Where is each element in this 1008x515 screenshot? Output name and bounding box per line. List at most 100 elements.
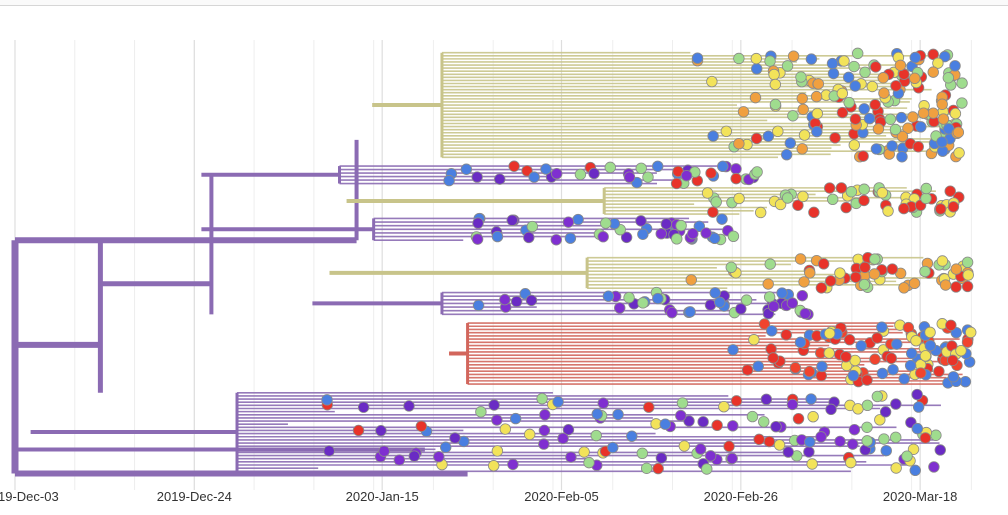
tip-node — [945, 319, 957, 331]
tip-node — [794, 336, 807, 349]
tip-node — [604, 161, 616, 174]
tip-node — [772, 125, 784, 138]
tip-node — [942, 72, 955, 84]
tip-node — [749, 91, 762, 104]
tip-node — [850, 271, 862, 283]
tip-node — [909, 51, 921, 64]
tip-node — [748, 334, 760, 346]
tip-node — [836, 87, 849, 100]
tip-node — [475, 406, 487, 418]
tip-node — [623, 171, 636, 183]
tip-node — [866, 80, 878, 93]
tip-node — [727, 420, 739, 432]
tip-node — [876, 367, 889, 380]
tip-node — [786, 297, 799, 309]
tip-node — [812, 78, 825, 90]
tip-node — [751, 63, 763, 75]
tip-node — [725, 261, 737, 273]
tip-node — [491, 230, 504, 243]
tip-node — [920, 182, 932, 195]
tip-node — [861, 374, 873, 386]
tip-node — [760, 393, 773, 406]
tip-node — [827, 67, 840, 80]
tip-node — [762, 130, 775, 142]
tip-node — [769, 98, 782, 111]
tip-node — [920, 192, 932, 205]
tip-node — [449, 432, 461, 444]
tip-node — [707, 206, 719, 218]
tip-node — [597, 231, 609, 243]
tip-node — [562, 216, 575, 228]
tip-node — [936, 98, 948, 110]
tip-node — [842, 71, 855, 84]
x-tick-label: 2019-Dec-24 — [157, 489, 232, 504]
tip-node — [956, 77, 968, 89]
tip-node — [858, 194, 870, 207]
tip-node — [762, 278, 774, 290]
tip-node — [869, 99, 881, 111]
tip-node — [924, 339, 937, 352]
tip-node — [539, 409, 551, 421]
tip-node — [858, 103, 870, 115]
tip-node — [717, 160, 729, 173]
tip-node — [847, 369, 860, 382]
tip-node — [701, 187, 714, 199]
tip-node — [635, 162, 647, 175]
tip-node — [949, 107, 962, 120]
tip-node — [751, 166, 763, 178]
tip-node — [562, 424, 575, 436]
tip-node — [472, 299, 485, 312]
tip-node — [637, 228, 649, 240]
tip-node — [871, 332, 883, 344]
tip-node — [499, 423, 512, 435]
tip-node — [770, 420, 782, 433]
tip-node — [858, 183, 870, 195]
tip-node — [805, 393, 817, 405]
tip-node — [910, 335, 922, 347]
tip-node — [415, 420, 428, 432]
tip-node — [578, 446, 590, 458]
tip-node — [507, 458, 519, 471]
tip-node — [896, 130, 909, 143]
tip-node — [766, 325, 778, 337]
tip-node — [805, 53, 818, 65]
tip-node — [607, 441, 619, 454]
tip-node — [965, 326, 977, 339]
tip-node — [620, 231, 633, 244]
tip-node — [933, 365, 945, 378]
tip-node — [946, 354, 959, 367]
tip-node — [932, 57, 944, 69]
tip-node — [825, 403, 837, 416]
tip-node — [680, 169, 693, 182]
tip-node — [671, 233, 683, 245]
tip-node — [774, 198, 787, 211]
tip-node — [763, 291, 776, 303]
tip-node — [848, 423, 861, 436]
tip-node — [720, 125, 733, 137]
tip-node — [886, 263, 899, 275]
tip-node — [707, 130, 719, 142]
tip-node — [915, 121, 927, 133]
tip-node — [614, 302, 626, 314]
tip-node — [859, 66, 871, 79]
tip-node — [792, 413, 805, 425]
tip-node — [655, 228, 667, 240]
tip-node — [764, 258, 776, 270]
tip-node — [782, 446, 794, 458]
tip-node — [764, 55, 776, 67]
tip-node — [767, 352, 779, 364]
tip-node — [928, 461, 940, 473]
tip-node — [961, 256, 974, 268]
tip-node — [726, 452, 738, 465]
tip-node — [781, 192, 794, 204]
tip-node — [536, 392, 548, 405]
tip-node — [440, 441, 452, 453]
tip-node — [612, 408, 624, 421]
tip-node — [877, 72, 889, 84]
tip-node — [378, 445, 390, 457]
tip-node — [907, 443, 920, 455]
tip-node — [640, 462, 653, 474]
tip-node — [523, 428, 536, 441]
tip-node — [868, 268, 881, 280]
